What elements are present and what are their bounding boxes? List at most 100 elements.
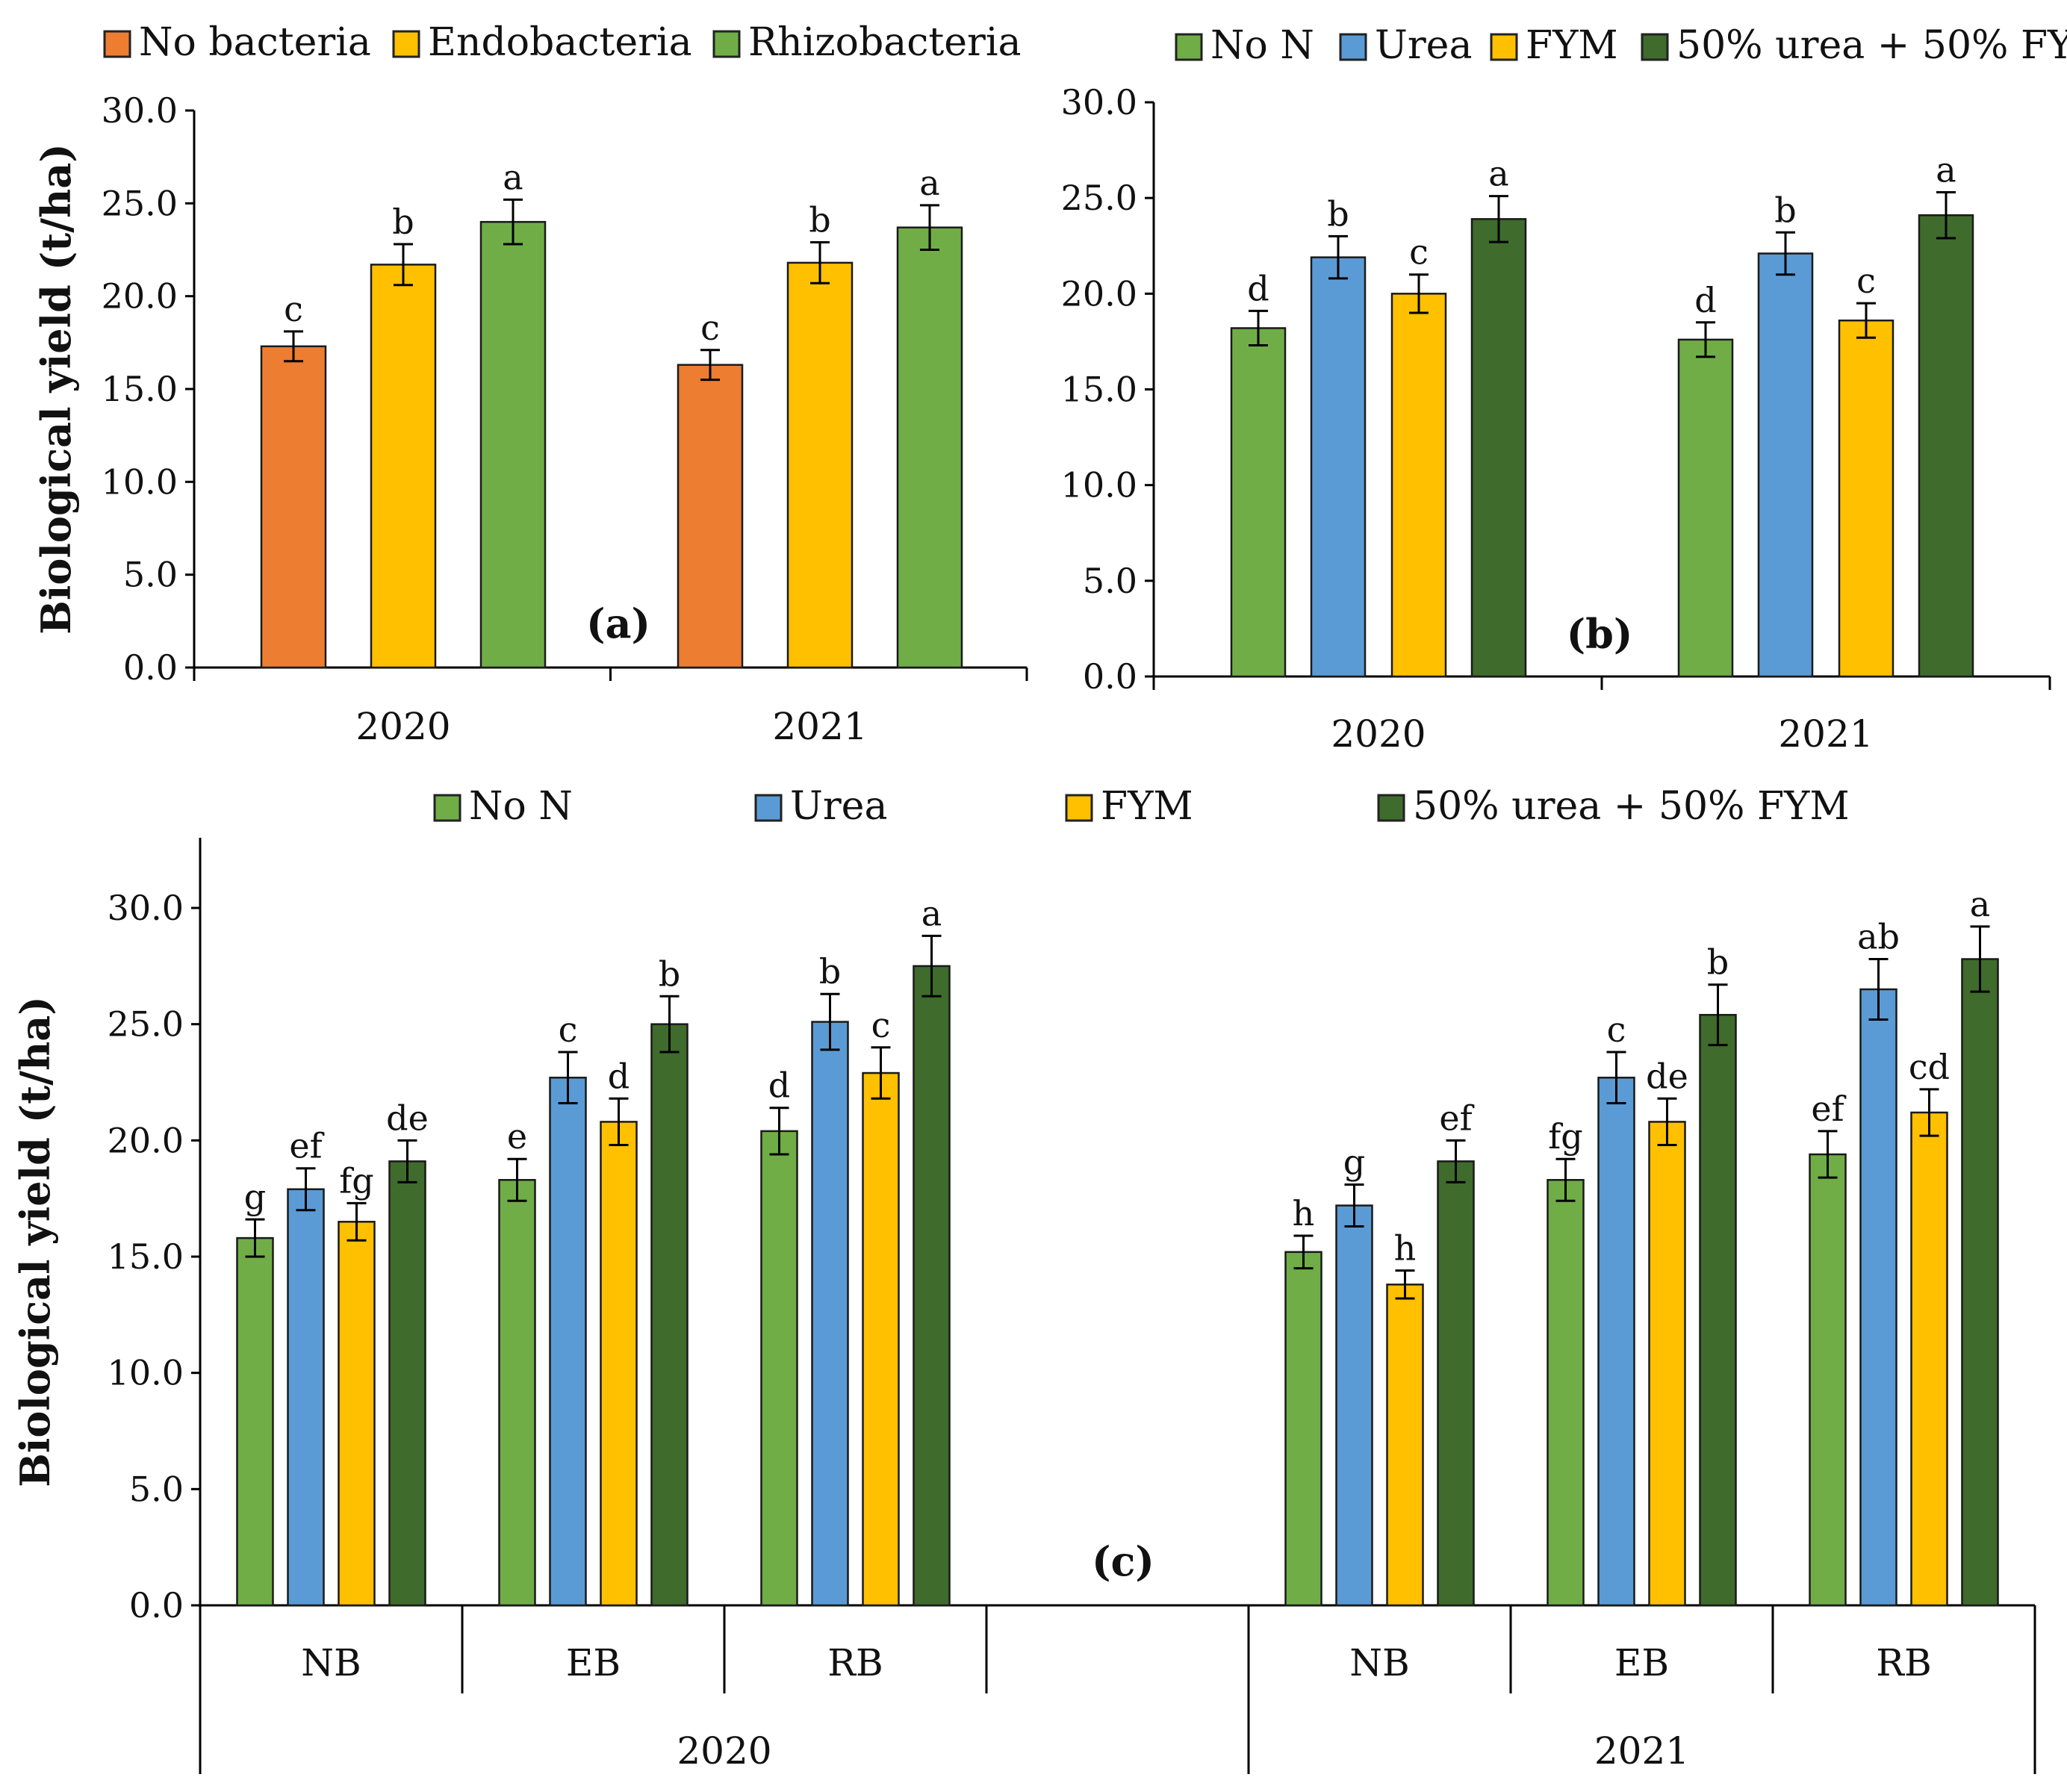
- legend-label: Urea: [790, 784, 887, 829]
- y-tick-label: 0.0: [129, 1585, 184, 1625]
- legend-label: Endobacteria: [428, 20, 692, 65]
- legend-label: 50% urea + 50% FYM: [1413, 784, 1850, 829]
- bar: [760, 1130, 798, 1607]
- significance-letter: c: [1856, 261, 1876, 301]
- significance-letter: c: [871, 1005, 891, 1045]
- legend-label: No N: [1210, 23, 1314, 68]
- significance-letter: b: [1774, 190, 1796, 230]
- legend-swatch: [1490, 33, 1518, 61]
- significance-letter: b: [1707, 942, 1729, 983]
- significance-letter: ef: [1811, 1089, 1846, 1129]
- y-tick-label: 10.0: [108, 1353, 184, 1393]
- bar: [1918, 214, 1974, 678]
- bar: [549, 1077, 587, 1607]
- y-tick-label: 20.0: [102, 276, 178, 317]
- y-tick-label: 30.0: [102, 90, 178, 131]
- significance-letter: d: [1247, 268, 1269, 308]
- y-tick-label: 30.0: [108, 888, 184, 928]
- x-year-label: 2020: [677, 1729, 771, 1773]
- bar: [1910, 1111, 1948, 1607]
- y-tick-label: 30.0: [1061, 82, 1137, 122]
- y-tick-label: 5.0: [1083, 561, 1137, 601]
- legend-swatch: [392, 30, 420, 58]
- bar: [1547, 1179, 1585, 1607]
- significance-letter: b: [659, 953, 680, 994]
- significance-letter: ab: [1857, 916, 1900, 956]
- significance-letter: a: [503, 157, 523, 197]
- x-group-label: EB: [1614, 1641, 1669, 1684]
- bar: [913, 965, 951, 1607]
- bar: [1757, 252, 1814, 678]
- y-tick-label: 15.0: [1061, 370, 1137, 410]
- significance-letter: ef: [289, 1126, 324, 1166]
- significance-letter: d: [768, 1065, 790, 1106]
- y-tick-label: 15.0: [108, 1236, 184, 1277]
- panel-label: (b): [1567, 610, 1633, 658]
- legend-swatch: [1065, 794, 1093, 822]
- bar: [1838, 319, 1895, 678]
- significance-letter: c: [284, 289, 303, 329]
- significance-letter: c: [1409, 232, 1429, 273]
- x-year-label: 2021: [1594, 1729, 1689, 1773]
- x-group-label: RB: [827, 1641, 883, 1684]
- bar: [498, 1179, 536, 1607]
- legend-label: FYM: [1101, 784, 1193, 829]
- x-category-label: 2020: [1331, 712, 1426, 756]
- bar: [1859, 988, 1897, 1607]
- bar: [338, 1221, 376, 1607]
- bar: [1386, 1284, 1424, 1607]
- y-tick-label: 15.0: [102, 369, 178, 409]
- bar: [1677, 338, 1734, 678]
- bar: [1470, 218, 1527, 678]
- y-tick-label: 5.0: [123, 555, 178, 595]
- significance-letter: b: [819, 951, 841, 992]
- significance-letter: ef: [1439, 1098, 1474, 1138]
- bar: [1230, 327, 1287, 678]
- legend-label: No bacteria: [139, 20, 371, 65]
- significance-letter: d: [608, 1056, 630, 1096]
- bar: [236, 1236, 274, 1607]
- bar: [786, 261, 854, 669]
- bar: [862, 1071, 900, 1607]
- bar: [1390, 293, 1447, 678]
- bar: [650, 1023, 689, 1607]
- bar: [1310, 256, 1367, 678]
- y-axis-title: Biological yield (t/ha): [32, 143, 80, 635]
- bar: [600, 1121, 638, 1607]
- legend-swatch: [1339, 33, 1367, 61]
- significance-letter: cd: [1909, 1047, 1950, 1087]
- panel-label: (c): [1092, 1537, 1154, 1585]
- legend-label: FYM: [1526, 23, 1618, 68]
- bar: [1961, 958, 1999, 1607]
- y-tick-label: 25.0: [102, 183, 178, 223]
- y-tick-label: 20.0: [108, 1120, 184, 1160]
- bar: [1809, 1153, 1847, 1607]
- significance-letter: de: [386, 1098, 429, 1138]
- significance-letter: a: [1970, 884, 1990, 924]
- significance-letter: h: [1293, 1193, 1315, 1233]
- significance-letter: d: [1694, 280, 1716, 320]
- legend-swatch: [1377, 794, 1405, 822]
- panel-a-chart: 0.0 5.0 10.0 15.0 20.0 25.0 30.0 2020 c b a 2021 c b a…: [32, 20, 1028, 748]
- significance-letter: b: [1327, 193, 1349, 234]
- significance-letter: de: [1646, 1056, 1688, 1096]
- y-tick-label: 25.0: [108, 1004, 184, 1045]
- significance-letter: fg: [339, 1160, 373, 1201]
- y-tick-label: 10.0: [1061, 465, 1137, 505]
- legend-swatch: [1641, 33, 1669, 61]
- y-axis-title: Biological yield (t/ha): [11, 996, 59, 1487]
- significance-letter: g: [1343, 1142, 1365, 1182]
- bar: [896, 226, 963, 669]
- legend-swatch: [754, 794, 783, 822]
- y-tick-label: 10.0: [102, 461, 178, 502]
- bar: [1699, 1013, 1737, 1607]
- bar: [1437, 1160, 1475, 1607]
- significance-letter: g: [244, 1177, 266, 1217]
- significance-letter: a: [919, 163, 939, 203]
- panel-label: (a): [586, 600, 650, 647]
- bar: [370, 264, 437, 669]
- legend-swatch: [103, 30, 131, 58]
- legend-label: Rhizobacteria: [748, 20, 1022, 65]
- bar: [677, 364, 744, 669]
